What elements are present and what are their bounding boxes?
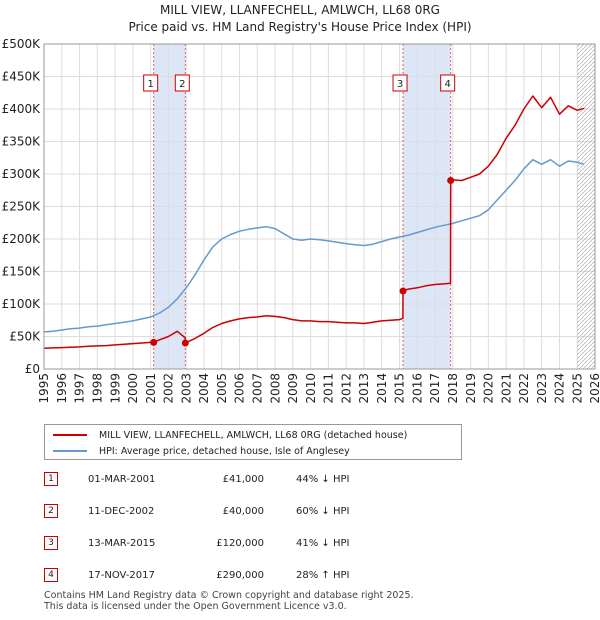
gridlines [43, 43, 596, 370]
y-tick-label: £100K [2, 297, 42, 311]
sale-marker-label: 3 [397, 79, 403, 90]
sale-marker-box [174, 74, 190, 92]
x-tick-label: 2003 [179, 373, 193, 404]
legend-label-property: MILL VIEW, LLANFECHELL, AMLWCH, LL68 0RG… [99, 429, 408, 441]
sale-price: £120,000 [216, 538, 264, 549]
sale-date: 01-MAR-2001 [88, 474, 156, 485]
x-tick-label: 2023 [535, 373, 549, 404]
x-tick-label: 2006 [233, 373, 247, 404]
series-line [44, 95, 585, 349]
x-tick-label: 2013 [357, 373, 371, 404]
x-tick-label: 2009 [286, 373, 300, 404]
footer-copyright: Contains HM Land Registry data © Crown c… [44, 590, 414, 601]
sale-marker-box [440, 74, 456, 92]
x-tick-label: 2022 [517, 373, 531, 404]
sale-date: 11-DEC-2002 [88, 506, 155, 517]
x-tick-label: 2024 [553, 373, 567, 404]
x-tick-label: 2016 [410, 373, 424, 404]
sale-hpi-diff: 60% ↓ HPI [296, 506, 350, 517]
sale-price: £41,000 [222, 474, 264, 485]
sale-hpi-diff: 44% ↓ HPI [296, 474, 350, 485]
sale-point [399, 287, 407, 295]
sale-price: £290,000 [216, 570, 264, 581]
x-tick-label: 2018 [446, 373, 460, 404]
y-tick-label: £150K [2, 265, 42, 279]
sale-point [181, 339, 189, 347]
x-tick-label: 2017 [428, 373, 442, 404]
x-tick-label: 2014 [375, 373, 389, 404]
footer: Contains HM Land Registry data © Crown c… [44, 590, 414, 612]
x-tick-label: 2008 [268, 373, 282, 404]
sale-marker-label: 2 [179, 79, 185, 90]
chart-title: MILL VIEW, LLANFECHELL, AMLWCH, LL68 0RG… [0, 2, 600, 36]
legend: MILL VIEW, LLANFECHELL, AMLWCH, LL68 0RG… [44, 424, 462, 460]
x-tick-label: 2021 [499, 373, 513, 404]
legend-label-hpi: HPI: Average price, detached house, Isle… [99, 445, 350, 457]
sale-number-badge: 3 [44, 536, 58, 550]
sale-row: 2 11-DEC-2002 £40,000 60% ↓ HPI [44, 504, 464, 522]
sale-row: 3 13-MAR-2015 £120,000 41% ↓ HPI [44, 536, 464, 554]
chart-title-line2: Price paid vs. HM Land Registry's House … [128, 20, 472, 34]
x-tick-label: 1995 [37, 373, 51, 404]
series-line [44, 158, 585, 333]
x-tick-label: 2002 [162, 373, 176, 404]
x-tick-label: 2020 [482, 373, 496, 404]
sale-marker-label: 1 [147, 79, 153, 90]
x-tick-label: 2026 [588, 373, 600, 404]
y-tick-label: £300K [2, 167, 42, 181]
x-tick-label: 2005 [215, 373, 229, 404]
x-tick-label: 1998 [91, 373, 105, 404]
sale-point [447, 177, 455, 184]
x-tick-label: 2010 [304, 373, 318, 404]
legend-item-hpi: HPI: Average price, detached house, Isle… [53, 444, 350, 458]
chart-title-line1: MILL VIEW, LLANFECHELL, AMLWCH, LL68 0RG [160, 3, 440, 17]
x-tick-label: 2019 [464, 373, 478, 404]
sale-hpi-diff: 41% ↓ HPI [296, 538, 350, 549]
footer-licence: This data is licensed under the Open Gov… [44, 601, 347, 612]
sale-price: £40,000 [222, 506, 264, 517]
price-chart: £0 £50K £100K £150K £200K £250K £300K £350K £400… [2, 37, 600, 404]
series-lines [44, 95, 585, 349]
sale-date: 17-NOV-2017 [88, 570, 155, 581]
x-tick-label: 1997 [73, 373, 87, 404]
y-tick-label: £50K [9, 330, 41, 344]
x-tick-label: 2025 [570, 373, 584, 404]
legend-swatch-hpi [53, 450, 87, 452]
x-tick-label: 1996 [55, 373, 69, 404]
sale-point [150, 338, 158, 346]
y-axis-ticks: £0 £50K £100K £150K £200K £250K £300K £350K £400… [2, 37, 42, 376]
y-tick-label: £200K [2, 232, 42, 246]
y-tick-label: £350K [2, 135, 42, 149]
x-tick-label: 1999 [108, 373, 122, 404]
x-tick-label: 2012 [339, 373, 353, 404]
sale-number-badge: 1 [44, 472, 58, 486]
y-tick-label: £0 [25, 362, 40, 376]
sale-number-badge: 2 [44, 504, 58, 518]
x-tick-label: 2001 [144, 373, 158, 404]
sale-marker-boxes: 1 2 3 4 [143, 74, 456, 92]
legend-swatch-property [53, 434, 87, 436]
y-tick-label: £450K [2, 70, 42, 84]
future-hatch-area [577, 44, 595, 369]
sale-marker-box [392, 74, 408, 92]
legend-item-property: MILL VIEW, LLANFECHELL, AMLWCH, LL68 0RG… [53, 428, 407, 442]
x-tick-label: 2011 [322, 373, 336, 404]
sale-points [150, 177, 455, 347]
y-tick-label: £250K [2, 200, 42, 214]
sale-hpi-diff: 28% ↑ HPI [296, 570, 350, 581]
plot-frame [43, 43, 596, 370]
x-tick-label: 2015 [393, 373, 407, 404]
y-tick-label: £500K [2, 37, 42, 51]
x-tick-label: 2004 [197, 373, 211, 404]
sale-row: 4 17-NOV-2017 £290,000 28% ↑ HPI [44, 568, 464, 586]
y-tick-label: £400K [2, 102, 42, 116]
sale-date: 13-MAR-2015 [88, 538, 156, 549]
sale-number-badge: 4 [44, 568, 58, 582]
x-tick-label: 2007 [250, 373, 264, 404]
sale-marker-box [143, 74, 159, 92]
x-tick-label: 2000 [126, 373, 140, 404]
sale-row: 1 01-MAR-2001 £41,000 44% ↓ HPI [44, 472, 464, 490]
x-axis-ticks: 1995 1996 1997 1998 1999 2000 2001 2002 2003 2004… [37, 373, 600, 404]
sale-marker-label: 4 [444, 79, 450, 90]
